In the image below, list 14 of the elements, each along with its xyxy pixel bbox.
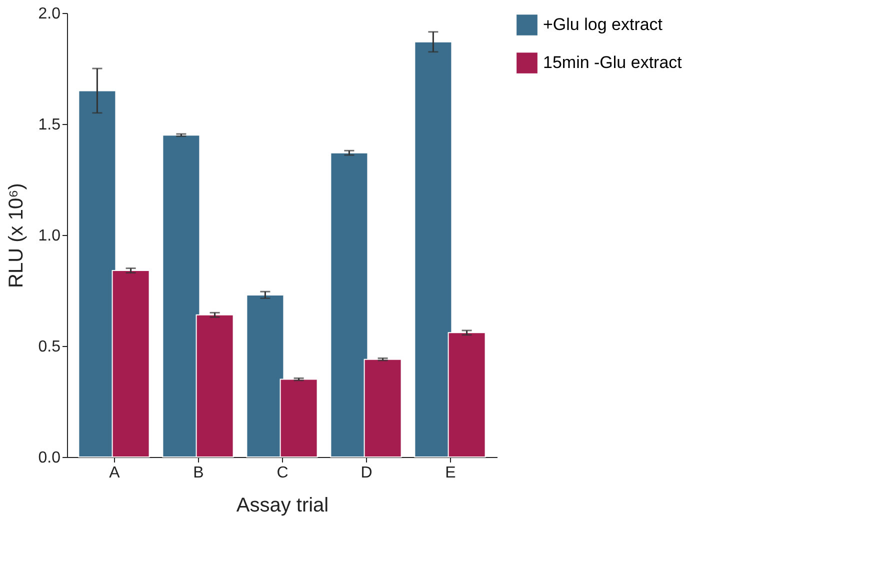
y-tick-label: 0.5 bbox=[38, 338, 61, 356]
y-tick-label: 1.5 bbox=[38, 116, 61, 134]
x-tick-label: A bbox=[109, 464, 120, 482]
y-tick-label: 0.0 bbox=[38, 450, 61, 466]
x-tick-label: B bbox=[193, 464, 204, 482]
legend-label: 15min -Glu extract bbox=[543, 53, 682, 72]
x-tick-label: E bbox=[445, 464, 456, 482]
legend-label: +Glu log extract bbox=[543, 15, 663, 34]
y-tick-label: 1.0 bbox=[38, 228, 61, 244]
y-tick-label: 2.0 bbox=[38, 6, 61, 22]
y-axis-title: RLU (x 10⁶) bbox=[5, 183, 28, 288]
x-axis-title: Assay trial bbox=[236, 494, 329, 516]
x-tick-label: D bbox=[360, 464, 372, 482]
x-tick-label: C bbox=[276, 464, 288, 482]
